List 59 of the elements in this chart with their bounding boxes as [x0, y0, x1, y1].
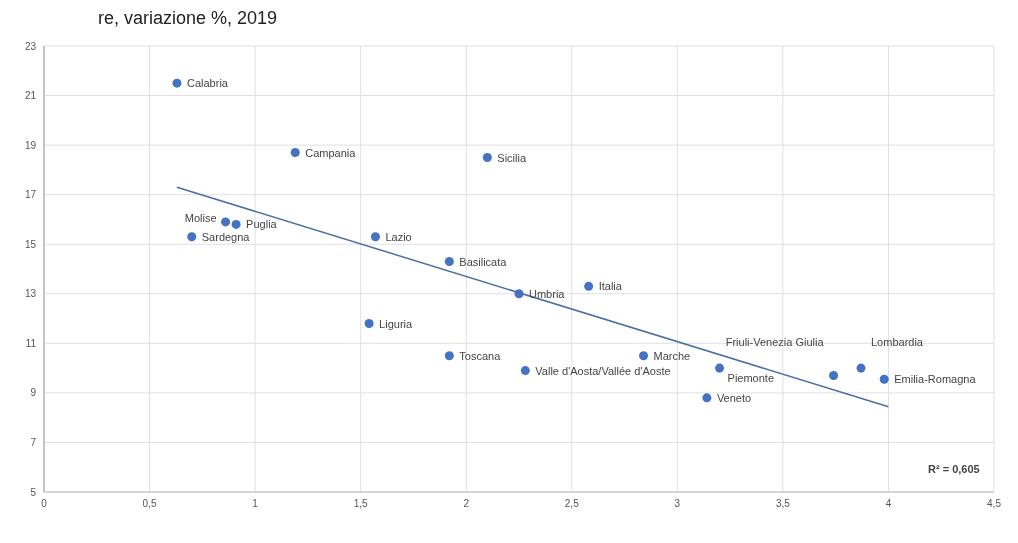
annotation: Piemonte [727, 372, 775, 385]
x-tick-label: 4 [885, 498, 892, 510]
y-tick-label: 5 [30, 486, 37, 498]
x-tick-label: 1,5 [353, 498, 369, 510]
chart-title: re, variazione %, 2019 [98, 8, 279, 30]
point [370, 232, 380, 242]
point [879, 374, 889, 384]
point [639, 351, 649, 361]
annotation: Umbria [529, 287, 566, 300]
point [520, 366, 530, 376]
x-tick-label: 2,5 [564, 498, 580, 510]
x-tick-label: 2 [463, 498, 470, 510]
x-tick-label: 0 [41, 498, 48, 510]
annotation: Sardegna [201, 230, 251, 243]
point [715, 363, 725, 373]
point [290, 148, 300, 158]
point [702, 393, 712, 403]
point [482, 152, 492, 163]
annotation: Lombardia [871, 336, 924, 349]
annotation: Lazio [385, 230, 412, 243]
x-tick-label: 3,5 [775, 498, 791, 510]
annotation: R² = 0,605 [928, 463, 980, 475]
x-tick-label: 0,5 [142, 498, 157, 510]
point [856, 363, 866, 373]
point [829, 371, 839, 381]
annotation: Toscana [459, 349, 502, 362]
annotation: Basilicata [459, 255, 508, 268]
annotation: Valle d'Aosta/Vallée d'Aoste [535, 364, 671, 377]
annotation: Friuli-Venezia Giulia [725, 335, 825, 348]
point [172, 78, 182, 88]
y-tick-label: 19 [24, 139, 37, 151]
point [187, 232, 197, 242]
x-tick-label: 1 [252, 498, 259, 510]
annotation: Sicilia [497, 151, 527, 164]
y-tick-label: 23 [24, 40, 37, 52]
x-tick-label: 4,5 [987, 498, 1002, 510]
y-tick-label: 17 [24, 189, 37, 201]
y-tick-label: 13 [24, 288, 37, 300]
point [584, 281, 594, 291]
annotation: Italia [598, 280, 623, 293]
annotation: Molise [184, 211, 217, 224]
annotation: Puglia [246, 218, 278, 231]
annotation: Emilia-Romagna [894, 373, 977, 386]
annotation: Liguria [379, 317, 414, 330]
point [444, 257, 454, 267]
annotation: Veneto [716, 391, 752, 404]
annotation: Campania [305, 146, 357, 159]
y-tick-label: 7 [30, 436, 37, 448]
point [221, 217, 231, 227]
annotation: Calabria [187, 77, 229, 90]
y-tick-label: 11 [25, 337, 37, 349]
point [364, 319, 374, 329]
y-tick-label: 9 [30, 387, 37, 399]
point [231, 219, 241, 229]
y-tick-label: 15 [24, 238, 37, 250]
x-tick-label: 3 [674, 498, 681, 510]
y-tick-label: 21 [24, 90, 37, 102]
point [444, 351, 454, 361]
annotation: Marche [653, 349, 691, 362]
